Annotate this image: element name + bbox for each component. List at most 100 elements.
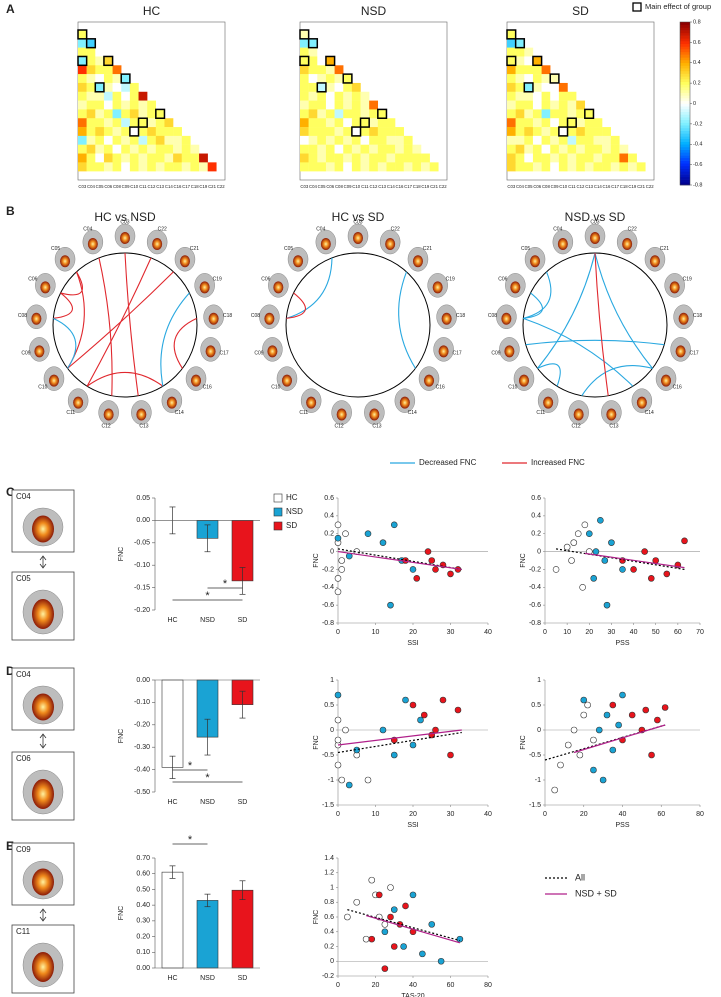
point xyxy=(344,913,351,921)
activation-blob xyxy=(606,408,617,421)
x-tick-label: 80 xyxy=(484,982,492,989)
matrix-cell xyxy=(300,82,309,92)
matrix-cell xyxy=(532,65,542,75)
matrix-cell xyxy=(308,118,318,128)
matrix-cell xyxy=(86,74,96,84)
point xyxy=(580,696,588,704)
matrix-cell xyxy=(300,47,309,57)
matrix-cell xyxy=(173,162,182,172)
y-tick-label: -0.4 xyxy=(529,584,541,591)
matrix-cell xyxy=(155,109,165,119)
x-tick-label: 0 xyxy=(543,629,547,636)
y-axis-title: FNC xyxy=(118,547,125,561)
x-tick-label: 40 xyxy=(484,811,492,818)
activation-blob xyxy=(438,345,449,358)
y-axis-title: FNC xyxy=(313,553,320,567)
network-label: C09 xyxy=(16,845,31,854)
activation-blob xyxy=(306,396,317,409)
activation-blob xyxy=(293,255,304,268)
colorbar-step xyxy=(680,111,690,115)
point xyxy=(387,913,394,921)
y-tick-label: 0.20 xyxy=(136,933,150,940)
matrix-cell xyxy=(515,47,525,57)
y-tick-label: 0.70 xyxy=(136,855,150,862)
matrix-cell xyxy=(386,162,396,172)
matrix-cell xyxy=(300,100,309,110)
y-tick-label: 0.4 xyxy=(531,513,541,520)
matrix-cell xyxy=(550,162,560,172)
point xyxy=(381,928,389,936)
activation-blob xyxy=(179,255,190,268)
y-tick-label: -0.4 xyxy=(322,584,334,591)
matrix-cell xyxy=(138,91,148,101)
x-tick-label: 20 xyxy=(580,811,588,818)
highlight-box xyxy=(342,73,353,84)
matrix-cell xyxy=(103,118,113,128)
colorbar-step xyxy=(680,27,690,31)
matrix-cell xyxy=(567,91,577,101)
x-tick-label: C19 xyxy=(421,184,429,189)
legend-label: NSD + SD xyxy=(575,888,617,898)
matrix-cell xyxy=(351,109,361,119)
connection xyxy=(60,271,83,296)
matrix-cell xyxy=(541,118,551,128)
matrix-cell xyxy=(360,118,370,128)
point xyxy=(390,943,398,950)
connectome-circle xyxy=(52,252,198,398)
matrix-cell xyxy=(181,162,191,172)
point xyxy=(428,557,436,564)
x-tick-label: C04 xyxy=(309,184,317,189)
matrix-cell xyxy=(524,153,534,163)
point xyxy=(552,566,560,573)
matrix-cell xyxy=(507,47,516,57)
matrix-cell xyxy=(95,56,105,66)
matrix-cell xyxy=(550,135,560,145)
matrix-cell xyxy=(395,135,404,145)
activation-blob xyxy=(543,396,554,409)
x-tick-label: C11 xyxy=(139,184,147,189)
matrix-cell xyxy=(308,74,318,84)
matrix-cell xyxy=(300,109,309,119)
x-tick-label: HC xyxy=(167,617,177,624)
legend-label: SD xyxy=(286,521,297,530)
matrix-cell xyxy=(86,65,96,75)
colorbar-step xyxy=(680,41,690,45)
x-tick-label: NSD xyxy=(200,975,215,982)
matrix-cell xyxy=(524,118,534,128)
x-tick-label: C06 xyxy=(326,184,334,189)
matrix-cell xyxy=(507,127,516,137)
matrix-cell xyxy=(541,91,551,101)
matrix-cell xyxy=(121,118,131,128)
node-label: C19 xyxy=(446,276,455,282)
matrix-cell xyxy=(78,118,87,128)
fit-line xyxy=(573,724,666,754)
matrix-cell xyxy=(317,162,327,172)
x-tick-label: 20 xyxy=(372,982,380,989)
x-tick-label: 0 xyxy=(336,982,340,989)
matrix-cell xyxy=(325,162,335,172)
matrix-cell xyxy=(403,162,413,172)
colorbar-step xyxy=(680,160,690,164)
matrix-cell xyxy=(138,127,148,137)
matrix-cell xyxy=(610,162,620,172)
point xyxy=(601,557,609,564)
matrix-cell xyxy=(308,135,318,145)
node-label: C14 xyxy=(408,410,417,416)
matrix-cell xyxy=(147,144,157,154)
connection xyxy=(173,317,197,369)
point xyxy=(454,706,462,714)
legend-swatch xyxy=(273,493,283,503)
matrix-cell xyxy=(628,153,637,163)
matrix-cell xyxy=(103,109,113,119)
y-axis-title: FNC xyxy=(118,906,125,920)
matrix-cell xyxy=(334,162,344,172)
matrix-cell xyxy=(95,153,105,163)
matrix-cell xyxy=(86,100,96,110)
point xyxy=(419,950,426,958)
matrix-cell xyxy=(112,118,122,128)
x-tick-label: 50 xyxy=(652,629,660,636)
colorbar-step xyxy=(680,54,690,58)
matrix-cell xyxy=(515,162,525,172)
y-tick-label: -0.8 xyxy=(529,620,541,627)
node-label: C17 xyxy=(452,351,461,357)
